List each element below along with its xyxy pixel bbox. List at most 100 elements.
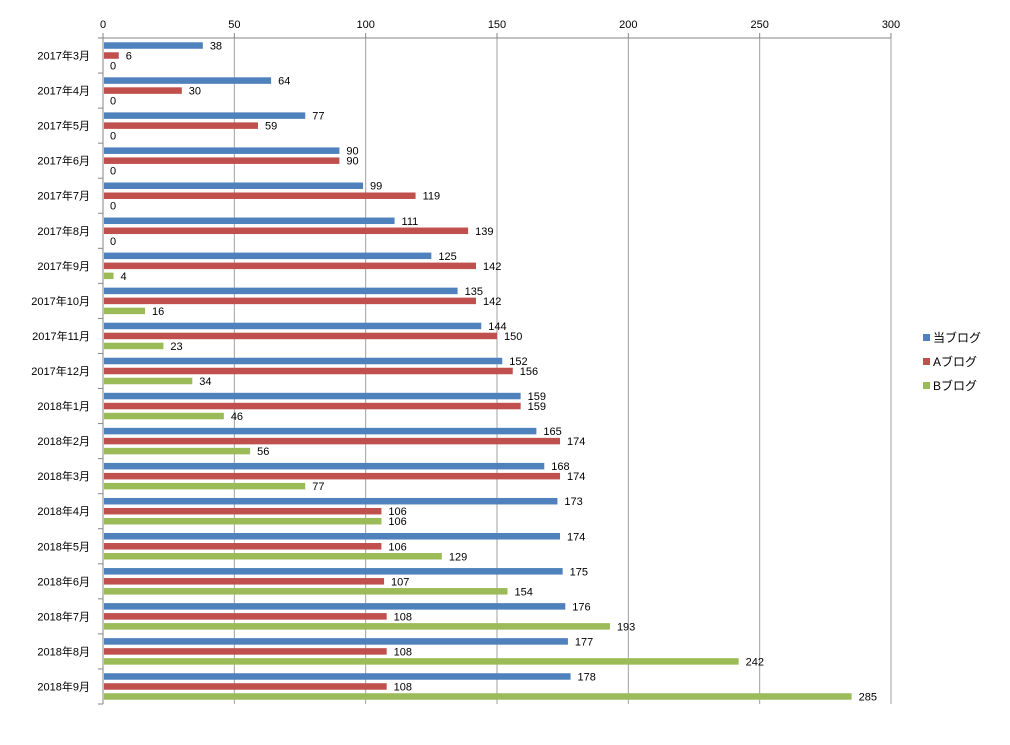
category-label: 2018年6月 — [37, 574, 90, 588]
data-label: 106 — [388, 541, 406, 553]
x-tick-label: 0 — [100, 19, 106, 31]
legend-entry: 当ブログ — [933, 330, 981, 345]
data-label: 90 — [346, 156, 358, 168]
bar — [104, 517, 382, 525]
category-label: 2017年6月 — [37, 154, 90, 168]
category-label: 2018年5月 — [37, 539, 90, 553]
data-label: 0 — [110, 96, 116, 108]
category-label: 2017年8月 — [37, 224, 90, 238]
data-label: 129 — [449, 551, 467, 563]
data-label: 174 — [567, 531, 585, 543]
bar — [104, 192, 416, 199]
data-label: 285 — [859, 691, 877, 703]
data-label: 46 — [231, 411, 243, 423]
bar — [104, 122, 258, 129]
data-label: 56 — [257, 446, 269, 458]
bar — [104, 392, 521, 400]
category-label: 2018年7月 — [37, 609, 90, 623]
data-label: 0 — [110, 131, 116, 143]
bar — [104, 297, 476, 305]
bar — [104, 578, 385, 585]
bar — [104, 588, 508, 595]
data-label: 135 — [465, 286, 483, 298]
bar — [104, 447, 251, 455]
bar — [104, 287, 458, 295]
category-label: 2017年11月 — [32, 329, 90, 343]
bar — [104, 367, 513, 375]
bar — [104, 472, 561, 480]
data-label: 177 — [575, 636, 593, 648]
data-label: 30 — [189, 86, 201, 98]
bar — [104, 147, 340, 154]
x-tick-label: 100 — [356, 19, 374, 31]
legend-entry: Aブログ — [933, 354, 977, 369]
bar — [104, 322, 482, 330]
data-label: 0 — [110, 166, 116, 178]
data-label: 144 — [488, 321, 506, 333]
data-label: 77 — [312, 481, 324, 493]
data-label: 34 — [199, 376, 211, 388]
data-label: 178 — [578, 671, 596, 683]
data-label: 106 — [388, 506, 406, 518]
data-label: 173 — [564, 496, 582, 508]
data-label: 152 — [509, 356, 527, 368]
bar — [104, 437, 561, 445]
data-label: 156 — [520, 366, 538, 378]
data-label: 0 — [110, 61, 116, 73]
x-tick-label: 150 — [488, 19, 506, 31]
data-label: 176 — [572, 601, 590, 613]
bar — [104, 658, 739, 665]
bar — [104, 638, 568, 645]
bar — [104, 673, 571, 680]
legend-entry: Bブログ — [933, 378, 977, 393]
legend-swatch — [923, 382, 930, 389]
x-axis-ticks: 0 50 100 150 200 250 300 — [100, 19, 900, 31]
category-label: 2017年7月 — [37, 189, 90, 203]
bar — [104, 553, 442, 560]
data-label: 168 — [551, 461, 569, 473]
bar — [104, 568, 563, 575]
data-label: 111 — [402, 216, 419, 228]
data-label: 16 — [152, 306, 164, 318]
data-label: 23 — [170, 341, 182, 353]
bar — [104, 157, 340, 164]
legend: 当ブログ Aブログ Bブログ — [923, 330, 981, 393]
data-label: 174 — [567, 436, 585, 448]
bar — [104, 603, 566, 610]
data-label: 119 — [423, 191, 441, 203]
bar — [104, 648, 387, 655]
data-label: 106 — [388, 516, 406, 528]
bar — [104, 217, 395, 225]
bar — [104, 613, 387, 620]
category-label: 2018年8月 — [37, 644, 90, 658]
bar — [104, 182, 364, 189]
category-label: 2018年1月 — [37, 399, 90, 413]
bar — [104, 533, 561, 540]
bar — [104, 377, 193, 385]
data-label: 108 — [394, 611, 412, 623]
bar — [104, 543, 382, 550]
category-label: 2018年4月 — [37, 504, 90, 518]
bar — [104, 87, 182, 94]
bar — [104, 402, 521, 410]
bar — [104, 262, 476, 270]
bar — [104, 332, 497, 340]
data-label: 139 — [475, 226, 493, 238]
data-label: 4 — [121, 271, 127, 283]
data-label: 0 — [110, 201, 116, 213]
data-label: 59 — [265, 121, 277, 133]
y-axis-categories: 2017年3月 2017年4月 2017年5月 2017年6月 2017年7月 2017年… — [31, 49, 90, 694]
data-label: 159 — [528, 391, 546, 403]
data-label: 6 — [126, 51, 132, 63]
data-label: 99 — [370, 181, 382, 193]
bar — [104, 683, 387, 690]
bar — [104, 482, 306, 490]
data-label: 193 — [617, 621, 635, 633]
bar — [104, 357, 503, 365]
bar — [104, 272, 114, 280]
bar — [104, 52, 119, 59]
bar — [104, 252, 432, 260]
category-label: 2018年9月 — [37, 679, 90, 693]
